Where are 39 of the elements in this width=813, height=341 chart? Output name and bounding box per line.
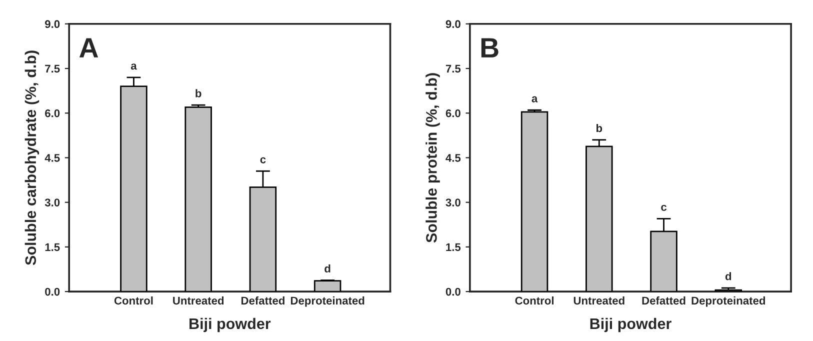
x-axis-title: Biji powder	[590, 318, 672, 332]
y-axis-title: Soluble carbohydrate (%, d.b)	[24, 50, 40, 266]
x-tick-label: Defatted	[241, 296, 284, 305]
chart-title: A	[79, 38, 98, 58]
bar	[314, 280, 342, 292]
bar	[184, 106, 212, 292]
x-tick-label: Control	[114, 296, 153, 305]
y-tick-label: 9.0	[446, 20, 460, 28]
annotation: c	[260, 157, 266, 164]
annotation: a	[532, 96, 538, 102]
y-tick-label: 4.5	[44, 154, 60, 162]
x-tick-label: Deproteinated	[692, 296, 765, 307]
x-tick-label: Defatted	[642, 296, 686, 305]
annotation: b	[596, 124, 602, 132]
x-axis-title: Biji powder	[190, 318, 271, 332]
x-tick-label: Deproteinated	[290, 296, 364, 307]
bar	[520, 111, 548, 292]
annotation: d	[725, 272, 732, 280]
x-tick-label: Control	[515, 296, 554, 305]
y-tick-label: 4.5	[446, 154, 461, 162]
x-tick-label: Untreated	[574, 296, 624, 305]
annotation: a	[130, 64, 137, 70]
y-tick-label: 1.5	[446, 243, 461, 252]
annotation: d	[324, 264, 330, 272]
y-tick-label: 9.0	[45, 20, 60, 28]
y-tick-label: 6.0	[446, 109, 460, 118]
y-tick-label: 0.0	[446, 288, 460, 296]
annotation: c	[661, 204, 667, 211]
y-tick-label: 6.0	[45, 109, 60, 118]
annotation: b	[196, 89, 202, 98]
y-axis-title: Soluble protein (%, d.b)	[426, 73, 440, 243]
y-tick-label: 0.0	[45, 288, 60, 296]
y-tick-label: 7.5	[446, 64, 461, 73]
y-tick-label: 7.5	[45, 64, 60, 73]
y-tick-label: 3.0	[446, 198, 460, 206]
chart-title: B	[481, 38, 498, 58]
x-tick-label: Untreated	[173, 296, 224, 305]
y-tick-label: 3.0	[44, 198, 60, 206]
y-tick-label: 1.5	[45, 243, 60, 252]
